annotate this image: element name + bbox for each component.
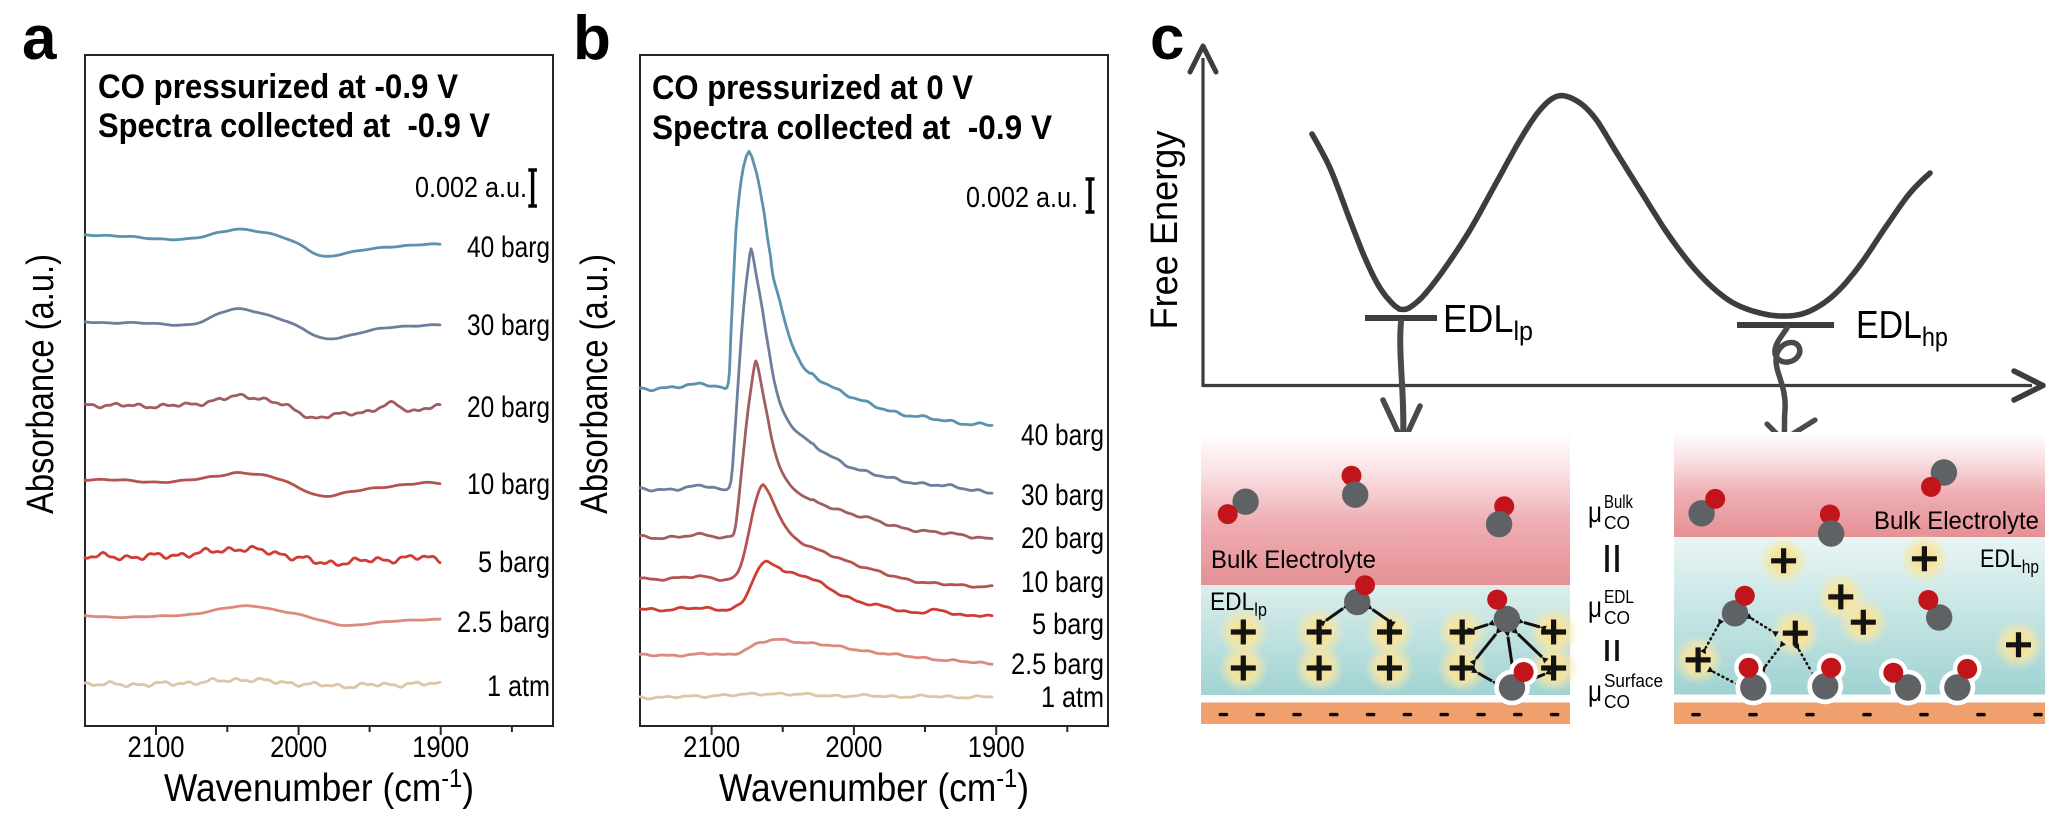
svg-text:20 barg: 20 barg bbox=[467, 391, 550, 424]
svg-text:0.002 a.u.: 0.002 a.u. bbox=[415, 172, 527, 204]
svg-text:b: b bbox=[573, 4, 611, 73]
svg-text:Wavenumber (cm-1): Wavenumber (cm-1) bbox=[719, 763, 1029, 810]
svg-text:μ: μ bbox=[1588, 496, 1602, 529]
svg-text:1900: 1900 bbox=[968, 731, 1025, 764]
svg-text:2100: 2100 bbox=[128, 731, 185, 764]
svg-text:5 barg: 5 barg bbox=[1032, 608, 1104, 641]
svg-text:Bulk: Bulk bbox=[1604, 492, 1634, 512]
svg-text:2000: 2000 bbox=[270, 731, 327, 764]
svg-text:20 barg: 20 barg bbox=[1021, 522, 1104, 555]
svg-text:30 barg: 30 barg bbox=[467, 309, 550, 342]
svg-text:CO: CO bbox=[1604, 513, 1630, 533]
svg-text:2.5 barg: 2.5 barg bbox=[1011, 648, 1104, 681]
svg-text:CO: CO bbox=[1604, 608, 1630, 628]
svg-text:2000: 2000 bbox=[825, 731, 882, 764]
svg-text:CO pressurized at -0.9 V: CO pressurized at -0.9 V bbox=[98, 68, 458, 106]
svg-text:EDL: EDL bbox=[1604, 587, 1634, 607]
svg-text:2.5 barg: 2.5 barg bbox=[457, 606, 550, 639]
svg-text:1900: 1900 bbox=[412, 731, 469, 764]
svg-text:40 barg: 40 barg bbox=[1021, 419, 1104, 452]
svg-text:2100: 2100 bbox=[683, 731, 740, 764]
svg-text:μ: μ bbox=[1588, 675, 1602, 708]
svg-text:1 atm: 1 atm bbox=[1041, 681, 1104, 714]
svg-text:Bulk Electrolyte: Bulk Electrolyte bbox=[1874, 507, 2039, 535]
svg-text:1 atm: 1 atm bbox=[487, 670, 550, 703]
svg-text:EDLhp: EDLhp bbox=[1856, 304, 1948, 352]
svg-text:c: c bbox=[1150, 4, 1184, 73]
svg-text:CO pressurized at 0 V: CO pressurized at 0 V bbox=[652, 69, 973, 107]
svg-text:30 barg: 30 barg bbox=[1021, 479, 1104, 512]
svg-text:EDLlp: EDLlp bbox=[1443, 298, 1533, 346]
svg-text:Free Energy: Free Energy bbox=[1144, 131, 1186, 330]
svg-text:CO: CO bbox=[1604, 692, 1630, 712]
svg-text:Absorbance (a.u.): Absorbance (a.u.) bbox=[20, 254, 62, 514]
svg-text:μ: μ bbox=[1588, 591, 1602, 624]
svg-text:10 barg: 10 barg bbox=[1021, 566, 1104, 599]
svg-text:Wavenumber (cm-1): Wavenumber (cm-1) bbox=[164, 763, 474, 810]
svg-text:Surface: Surface bbox=[1604, 671, 1663, 691]
svg-text:Bulk Electrolyte: Bulk Electrolyte bbox=[1211, 546, 1376, 574]
svg-text:a: a bbox=[22, 4, 57, 73]
svg-text:10 barg: 10 barg bbox=[467, 468, 550, 501]
svg-text:5 barg: 5 barg bbox=[478, 546, 550, 579]
svg-text:0.002 a.u.: 0.002 a.u. bbox=[966, 182, 1078, 214]
svg-text:40 barg: 40 barg bbox=[467, 231, 550, 264]
svg-text:Absorbance (a.u.): Absorbance (a.u.) bbox=[574, 254, 616, 514]
svg-text:Spectra collected at -0.9 V: Spectra collected at -0.9 V bbox=[98, 107, 490, 145]
svg-text:Spectra collected at -0.9 V: Spectra collected at -0.9 V bbox=[652, 109, 1052, 147]
